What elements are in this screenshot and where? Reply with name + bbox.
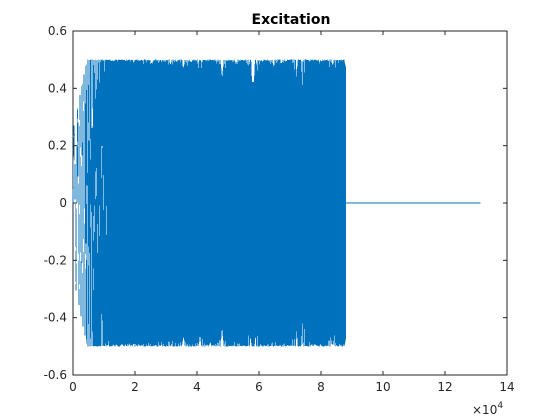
- y-tick-label: 0: [59, 196, 67, 210]
- series-line-0: [72, 59, 481, 347]
- y-tick-label: 0.6: [48, 24, 67, 38]
- plot-area: 0 2 4 6 8 10 12 14 -0.6 -0.4 -0.2 0 0.2 0.4 0.6: [44, 24, 515, 394]
- x-tick-label: 12: [437, 380, 452, 394]
- y-tick-label: 0.2: [48, 139, 67, 153]
- series-group: [72, 59, 481, 347]
- x-tick-label: 14: [499, 380, 514, 394]
- chart-title: Excitation: [252, 12, 331, 28]
- x-tick-label: 4: [193, 380, 201, 394]
- x-exponent-power: 4: [497, 401, 503, 411]
- x-tick-label: 2: [131, 380, 139, 394]
- y-tick-label: 0.4: [48, 81, 67, 95]
- ticks-group: 0 2 4 6 8 10 12 14 -0.6 -0.4 -0.2 0 0.2 0.4 0.6: [44, 24, 515, 394]
- x-exponent-label: ×104: [472, 401, 503, 417]
- y-tick-label: -0.4: [44, 311, 67, 325]
- y-tick-label: -0.2: [44, 253, 67, 267]
- x-tick-label: 0: [69, 380, 77, 394]
- x-tick-label: 8: [317, 380, 325, 394]
- x-tick-label: 6: [255, 380, 263, 394]
- x-tick-label: 10: [375, 380, 390, 394]
- x-exponent-base: ×10: [472, 403, 497, 417]
- y-tick-label: -0.6: [44, 368, 67, 382]
